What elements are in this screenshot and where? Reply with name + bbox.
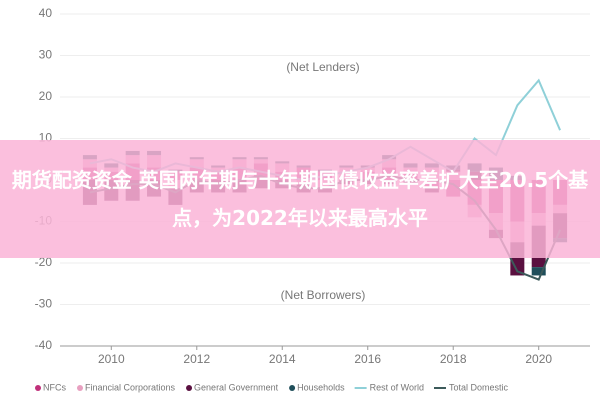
bar <box>531 267 546 276</box>
y-tick-label: -40 <box>35 338 53 352</box>
y-tick-label: 20 <box>39 89 53 103</box>
legend-label: Total Domestic <box>449 382 509 392</box>
legend-marker <box>77 385 83 391</box>
y-tick-label: 30 <box>39 48 53 62</box>
x-tick-label: 2018 <box>440 352 467 366</box>
legend-marker <box>35 385 41 391</box>
x-tick-label: 2014 <box>269 352 296 366</box>
annotation: (Net Borrowers) <box>281 288 366 302</box>
legend-label: General Government <box>194 382 279 392</box>
x-tick-label: 2020 <box>525 352 552 366</box>
legend-label: Rest of World <box>370 382 424 392</box>
y-tick-label: -30 <box>35 297 53 311</box>
annotation: (Net Lenders) <box>286 60 359 74</box>
x-tick-label: 2010 <box>98 352 125 366</box>
legend-label: Financial Corporations <box>85 382 176 392</box>
legend-marker <box>289 385 296 391</box>
y-tick-label: 40 <box>39 6 53 20</box>
legend-label: NFCs <box>43 382 66 392</box>
legend-label: Households <box>297 382 345 392</box>
x-tick-label: 2012 <box>183 352 210 366</box>
x-tick-label: 2016 <box>354 352 381 366</box>
legend-marker <box>186 385 193 391</box>
y-tick-label: -20 <box>35 255 53 269</box>
banner: 期货配资资金 英国两年期与十年期国债收益率差扩大至20.5个基点，为2022年以… <box>0 140 600 258</box>
